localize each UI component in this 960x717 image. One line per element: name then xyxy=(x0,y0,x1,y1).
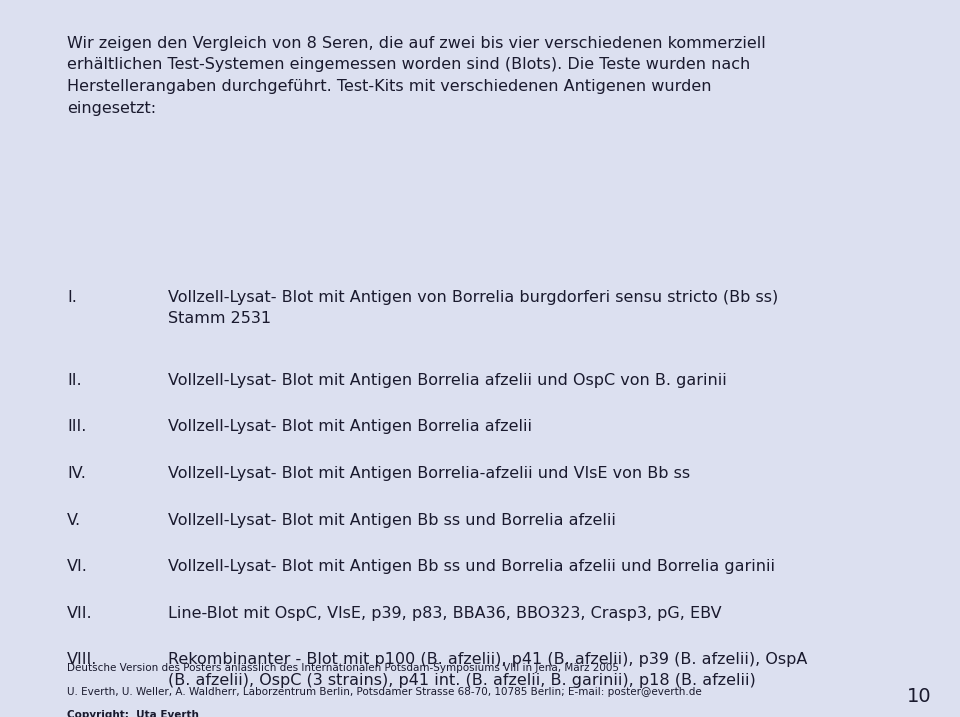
Text: VIII.: VIII. xyxy=(67,652,98,668)
Text: U. Everth, U. Weller, A. Waldherr, Laborzentrum Berlin, Potsdamer Strasse 68-70,: U. Everth, U. Weller, A. Waldherr, Labor… xyxy=(67,687,702,697)
Text: V.: V. xyxy=(67,513,82,528)
Text: Deutsche Version des Posters anlässlich des Internationalen Potsdam-Symposiums V: Deutsche Version des Posters anlässlich … xyxy=(67,663,619,673)
Text: III.: III. xyxy=(67,419,86,435)
Text: Vollzell-Lysat- Blot mit Antigen Borrelia afzelii: Vollzell-Lysat- Blot mit Antigen Borreli… xyxy=(168,419,532,435)
Text: 10: 10 xyxy=(906,687,931,706)
Text: Rekombinanter - Blot mit p100 (B. afzelii), p41 (B. afzelii), p39 (B. afzelii), : Rekombinanter - Blot mit p100 (B. afzeli… xyxy=(168,652,807,688)
Text: VI.: VI. xyxy=(67,559,88,574)
Text: Vollzell-Lysat- Blot mit Antigen Bb ss und Borrelia afzelii und Borrelia garinii: Vollzell-Lysat- Blot mit Antigen Bb ss u… xyxy=(168,559,775,574)
Text: Copyright:  Uta Everth: Copyright: Uta Everth xyxy=(67,710,199,717)
Text: Vollzell-Lysat- Blot mit Antigen Borrelia afzelii und OspC von B. garinii: Vollzell-Lysat- Blot mit Antigen Borreli… xyxy=(168,373,727,388)
Text: Wir zeigen den Vergleich von 8 Seren, die auf zwei bis vier verschiedenen kommer: Wir zeigen den Vergleich von 8 Seren, di… xyxy=(67,36,766,115)
Text: I.: I. xyxy=(67,290,77,305)
Text: VII.: VII. xyxy=(67,606,93,621)
Text: IV.: IV. xyxy=(67,466,86,481)
Text: Line-Blot mit OspC, VlsE, p39, p83, BBA36, BBO323, Crasp3, pG, EBV: Line-Blot mit OspC, VlsE, p39, p83, BBA3… xyxy=(168,606,722,621)
Text: Vollzell-Lysat- Blot mit Antigen von Borrelia burgdorferi sensu stricto (Bb ss)
: Vollzell-Lysat- Blot mit Antigen von Bor… xyxy=(168,290,779,326)
Text: Vollzell-Lysat- Blot mit Antigen Bb ss und Borrelia afzelii: Vollzell-Lysat- Blot mit Antigen Bb ss u… xyxy=(168,513,616,528)
Text: Vollzell-Lysat- Blot mit Antigen Borrelia-afzelii und VlsE von Bb ss: Vollzell-Lysat- Blot mit Antigen Borreli… xyxy=(168,466,690,481)
Text: II.: II. xyxy=(67,373,82,388)
